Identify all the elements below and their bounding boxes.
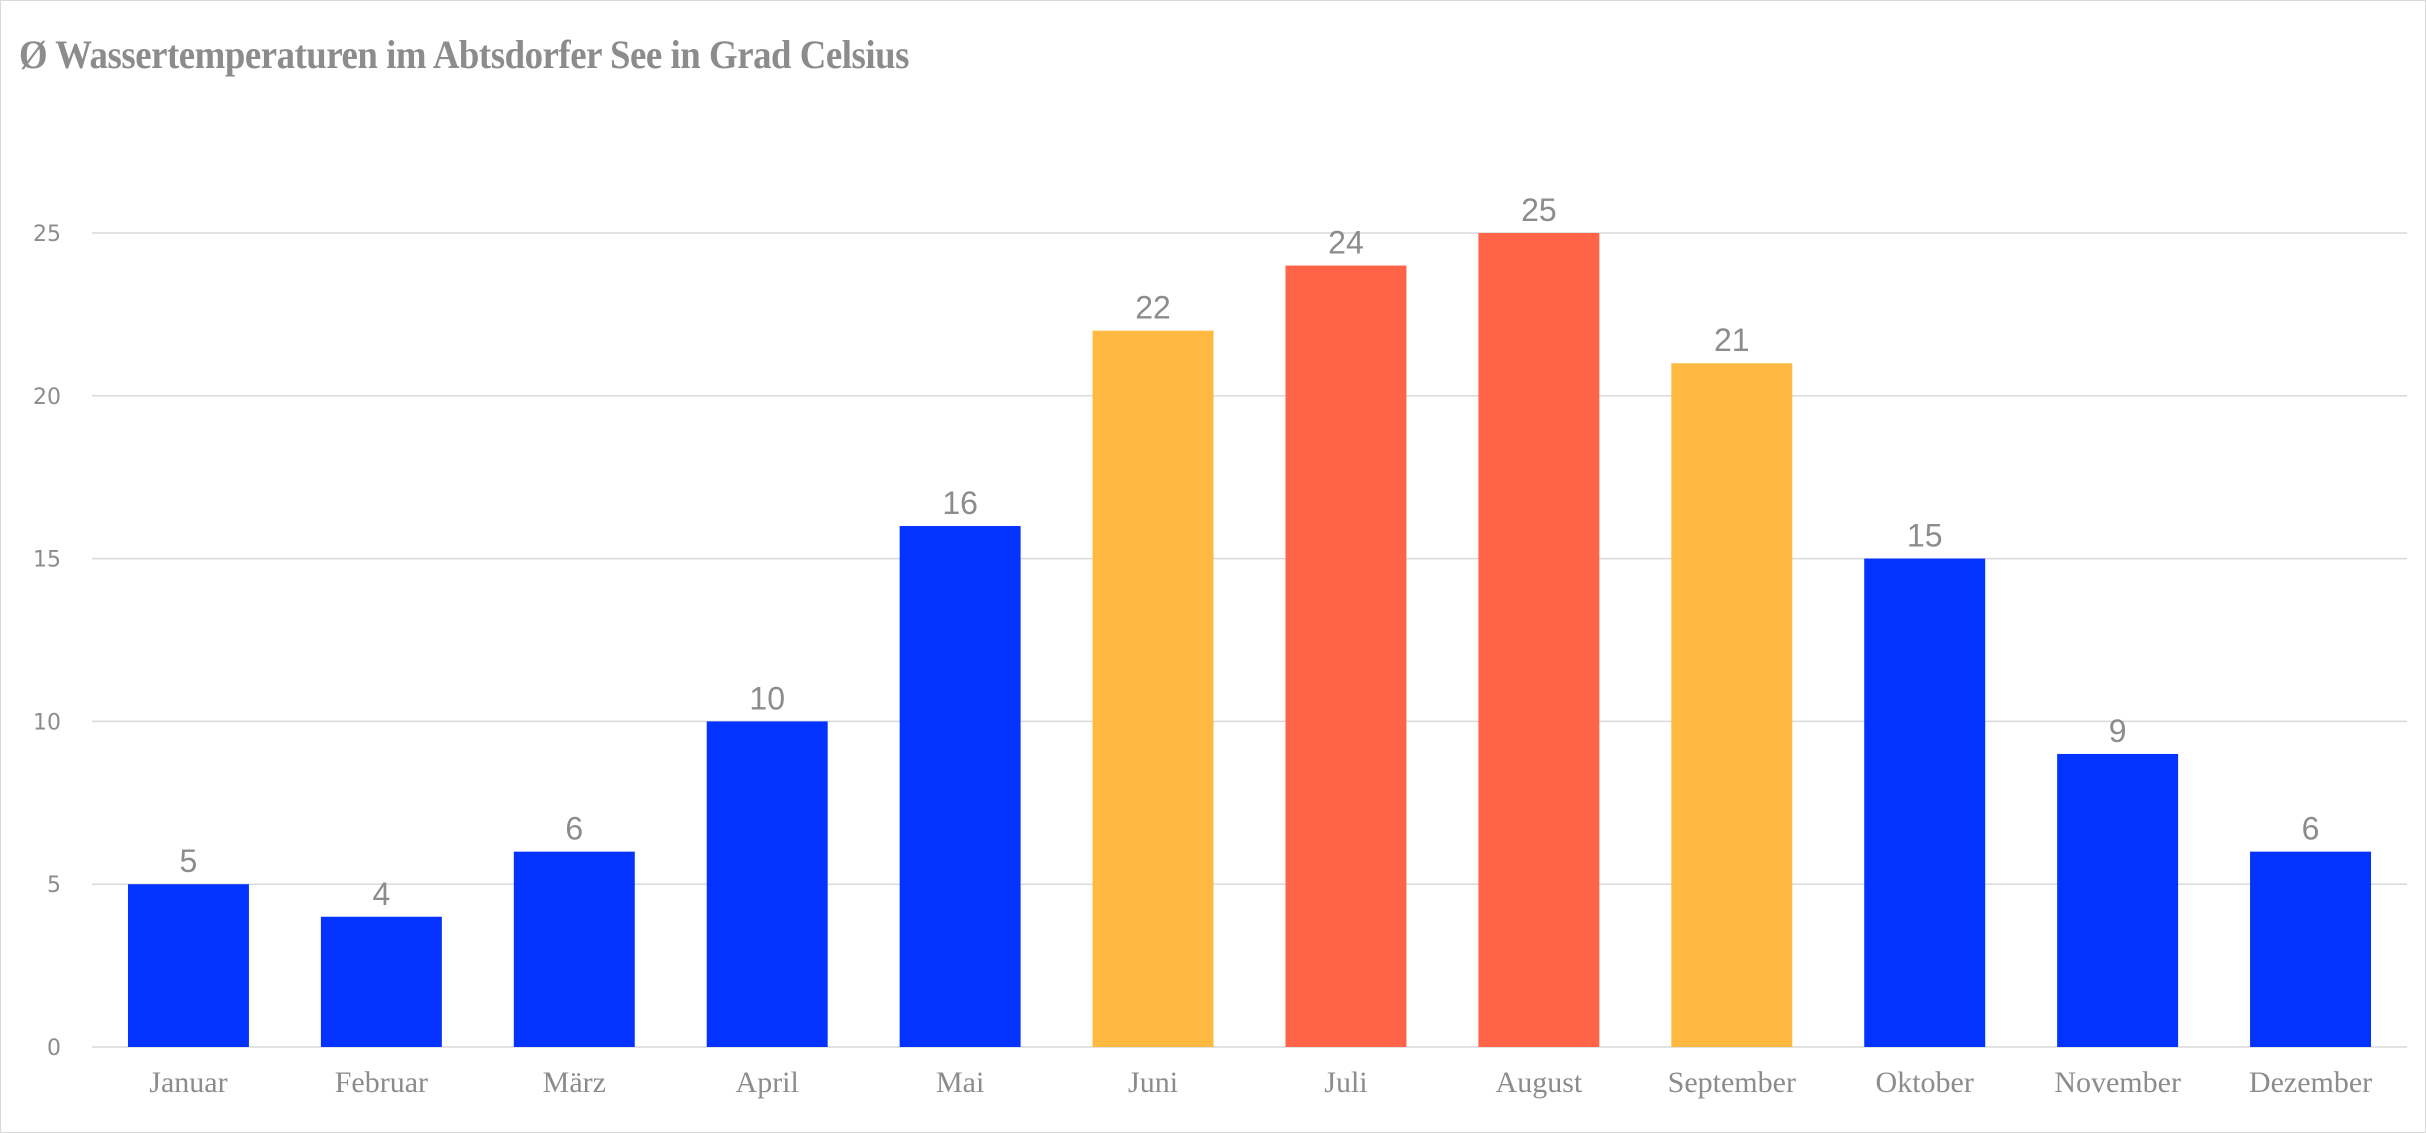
bar [1671, 363, 1793, 1047]
chart-title: Ø Wassertemperaturen im Abtsdorfer See i… [19, 32, 910, 77]
y-tick-label: 15 [33, 548, 61, 573]
data-label: 4 [372, 876, 390, 912]
x-tick-label: Juni [1128, 1066, 1178, 1099]
y-tick-label: 20 [33, 385, 61, 410]
bar [706, 721, 828, 1047]
data-label: 9 [2109, 713, 2127, 749]
data-label: 24 [1328, 225, 1364, 261]
x-tick-label: Oktober [1876, 1066, 1974, 1099]
x-tick-label: Mai [936, 1066, 984, 1099]
gridlines [92, 232, 2407, 1048]
data-label: 5 [180, 843, 198, 879]
bar [127, 884, 249, 1047]
data-label: 15 [1907, 518, 1943, 554]
y-tick-label: 25 [33, 222, 61, 247]
x-tick-label: Januar [149, 1066, 227, 1099]
x-tick-label: November [2054, 1066, 2181, 1099]
bar [1864, 558, 1986, 1047]
y-tick-label: 0 [47, 1036, 61, 1061]
x-tick-label: Dezember [2249, 1066, 2372, 1099]
y-tick-label: 10 [33, 710, 61, 735]
x-tick-label: März [543, 1066, 606, 1099]
bar [513, 851, 635, 1047]
data-label: 22 [1135, 290, 1171, 326]
bar [1478, 233, 1600, 1047]
bar [1092, 330, 1214, 1047]
x-tick-label: September [1668, 1066, 1796, 1099]
data-labels: 5 4 6 10 16 22 24 25 21 15 9 6 [180, 192, 2320, 912]
data-label: 10 [749, 680, 785, 716]
data-label: 6 [2302, 811, 2320, 847]
x-axis-labels: Januar Februar März April Mai Juni Juli August S… [149, 1066, 2372, 1099]
bar [1285, 265, 1407, 1047]
bar [899, 526, 1021, 1047]
data-label: 16 [942, 485, 978, 521]
data-label: 25 [1521, 192, 1557, 228]
bar [2057, 753, 2179, 1047]
bar [2250, 851, 2372, 1047]
data-label: 6 [565, 811, 583, 847]
y-axis-ticks: 0 5 10 15 20 25 [33, 222, 61, 1061]
x-tick-label: Juli [1324, 1066, 1367, 1099]
bars [127, 233, 2372, 1047]
x-tick-label: April [736, 1066, 799, 1099]
x-tick-label: Februar [335, 1066, 428, 1099]
bar [320, 916, 442, 1047]
data-label: 21 [1714, 322, 1750, 358]
y-tick-label: 5 [47, 873, 61, 898]
x-tick-label: August [1496, 1066, 1583, 1099]
